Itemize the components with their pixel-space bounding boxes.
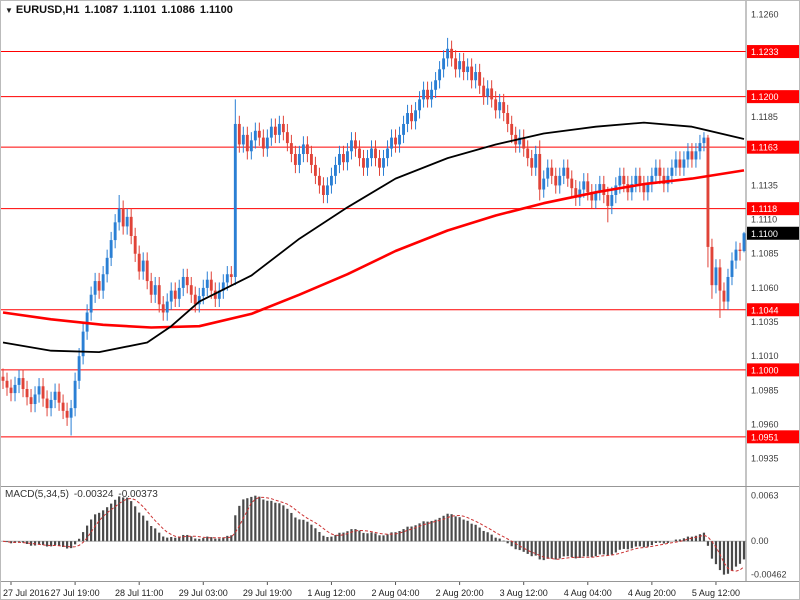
- current-price-tag: 1.1100: [747, 226, 799, 240]
- svg-text:3 Aug 12:00: 3 Aug 12:00: [500, 588, 548, 598]
- svg-text:1.0935: 1.0935: [751, 454, 779, 464]
- svg-text:27 Jul 2016: 27 Jul 2016: [3, 588, 50, 598]
- level-price-tag: 1.1200: [747, 90, 799, 104]
- price-pane: 1.1260 1.1185 1.1135 1.1110 1.1085 1.1060 1.10…: [1, 1, 800, 487]
- svg-text:1.0960: 1.0960: [751, 420, 779, 430]
- svg-text:28 Jul 11:00: 28 Jul 11:00: [115, 588, 163, 598]
- svg-text:1.1044: 1.1044: [751, 305, 779, 315]
- svg-text:1.0951: 1.0951: [751, 432, 779, 442]
- close-value: 1.1100: [199, 4, 233, 16]
- ma-black-line: [2, 121, 745, 354]
- macd-chart[interactable]: 0.0063 0.00 -0.00462: [1, 487, 800, 581]
- svg-text:1.1035: 1.1035: [751, 317, 779, 327]
- price-axis[interactable]: [747, 1, 800, 486]
- macd-histogram: [5, 495, 746, 575]
- support-resistance-lines: [1, 51, 746, 438]
- macd-label: MACD(5,34,5): [5, 489, 69, 500]
- svg-text:2 Aug 20:00: 2 Aug 20:00: [436, 588, 484, 598]
- svg-text:1.1010: 1.1010: [751, 351, 779, 361]
- high-value: 1.1101: [123, 4, 157, 16]
- low-value: 1.1086: [161, 4, 195, 16]
- svg-text:1.1100: 1.1100: [751, 229, 778, 239]
- level-price-tag: 1.1233: [747, 45, 799, 59]
- time-axis-labels: 27 Jul 2016 27 Jul 19:00 28 Jul 11:00 29 Ju…: [3, 582, 740, 598]
- price-chart[interactable]: 1.1260 1.1185 1.1135 1.1110 1.1085 1.1060 1.10…: [1, 1, 800, 486]
- svg-text:1.1060: 1.1060: [751, 283, 779, 293]
- open-value: 1.1087: [84, 4, 119, 16]
- svg-text:1.1233: 1.1233: [751, 47, 779, 57]
- macd-header: MACD(5,34,5) -0.00324 -0.00373: [5, 489, 163, 500]
- level-price-tag: 1.1044: [747, 303, 799, 317]
- svg-text:5 Aug 12:00: 5 Aug 12:00: [692, 588, 740, 598]
- svg-text:1.1260: 1.1260: [751, 10, 779, 20]
- svg-text:27 Jul 19:00: 27 Jul 19:00: [51, 588, 100, 598]
- svg-text:4 Aug 20:00: 4 Aug 20:00: [628, 588, 676, 598]
- svg-text:29 Jul 03:00: 29 Jul 03:00: [179, 588, 228, 598]
- svg-text:1.1185: 1.1185: [751, 112, 778, 122]
- svg-text:1.1118: 1.1118: [751, 204, 777, 214]
- svg-text:4 Aug 04:00: 4 Aug 04:00: [564, 588, 612, 598]
- ohlc-header: ▼ EURUSD,H1 1.1087 1.1101 1.1086 1.1100: [5, 4, 238, 16]
- svg-text:1.0985: 1.0985: [751, 385, 779, 395]
- macd-signal-value: -0.00373: [118, 489, 158, 500]
- svg-text:2 Aug 04:00: 2 Aug 04:00: [372, 588, 420, 598]
- svg-text:1 Aug 12:00: 1 Aug 12:00: [307, 588, 355, 598]
- svg-text:1.1085: 1.1085: [751, 249, 779, 259]
- ma-red-line: [2, 169, 745, 329]
- time-ticks-and-labels: 27 Jul 2016 27 Jul 19:00 28 Jul 11:00 29 Ju…: [3, 582, 740, 598]
- macd-pane: 0.0063 0.00 -0.00462 MACD(5,34,5) -0.00324-…: [1, 487, 800, 582]
- time-axis[interactable]: 27 Jul 2016 27 Jul 19:00 28 Jul 11:00 29 Ju…: [1, 582, 799, 599]
- level-price-tag: 1.1163: [747, 140, 799, 154]
- svg-text:0.0063: 0.0063: [751, 491, 779, 501]
- macd-value: -0.00324: [73, 489, 114, 500]
- symbol-dropdown-icon[interactable]: ▼: [5, 6, 13, 15]
- svg-text:0.00: 0.00: [751, 536, 769, 546]
- candles: [1, 37, 746, 436]
- symbol-timeframe: EURUSD,H1: [15, 4, 80, 16]
- macd-axis-ticks: 0.0063 0.00 -0.00462: [751, 491, 787, 580]
- svg-text:1.1110: 1.1110: [751, 215, 777, 225]
- svg-text:1.1135: 1.1135: [751, 180, 778, 190]
- svg-text:1.1200: 1.1200: [751, 92, 779, 102]
- svg-text:-0.00462: -0.00462: [751, 570, 787, 580]
- svg-text:1.1163: 1.1163: [751, 143, 778, 153]
- level-price-tag: 1.1118: [747, 202, 799, 216]
- svg-text:29 Jul 19:00: 29 Jul 19:00: [243, 588, 292, 598]
- price-axis-ticks: 1.1260 1.1185 1.1135 1.1110 1.1085 1.1060 1.10…: [751, 10, 779, 464]
- level-price-tag: 1.0951: [747, 430, 799, 444]
